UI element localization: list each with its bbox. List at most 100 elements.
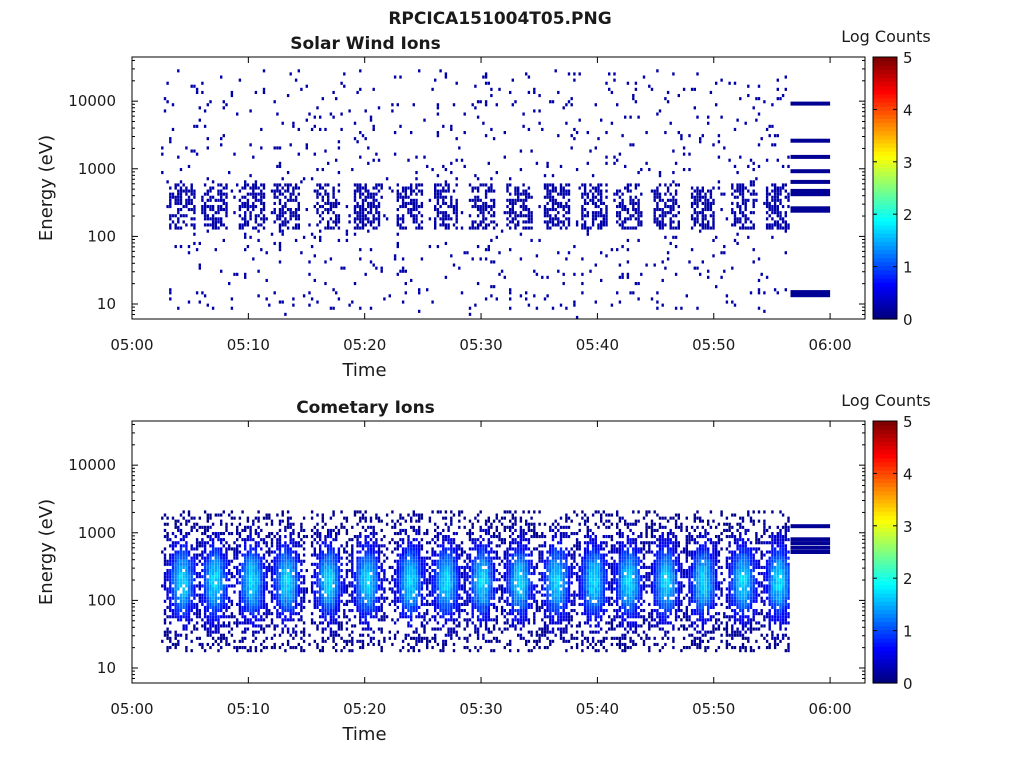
spectrogram-pixel: [669, 192, 672, 196]
spectrogram-pixel: [238, 602, 242, 606]
spectrogram-pixel: [410, 131, 413, 135]
spectrogram-pixel: [415, 562, 418, 566]
spectrogram-pixel: [225, 590, 228, 594]
spectrogram-pixel: [436, 593, 440, 597]
spectrogram-pixel: [784, 183, 787, 187]
colorbar-segment: [873, 192, 897, 197]
spectrogram-pixel: [372, 532, 375, 536]
spectrogram-pixel: [270, 541, 274, 545]
spectrogram-pixel: [605, 81, 608, 85]
spectrogram-pixel: [209, 205, 212, 209]
spectrogram-pixel: [733, 81, 737, 85]
spectrogram-pixel: [313, 115, 316, 119]
spectrogram-pixel: [380, 618, 383, 622]
spectrogram-pixel: [185, 578, 188, 582]
spectrogram-pixel: [589, 149, 592, 153]
spectrogram-pixel: [490, 260, 493, 264]
spectrogram-pixel: [217, 205, 220, 209]
spectrogram-pixel: [573, 137, 576, 141]
spectrogram-pixel: [273, 192, 276, 196]
spectrogram-pixel: [420, 602, 424, 606]
spectrogram-pixel: [393, 578, 397, 582]
spectrogram-pixel: [292, 522, 295, 526]
spectrogram-pixel: [495, 171, 498, 175]
spectrogram-pixel: [664, 214, 667, 218]
spectrogram-pixel: [284, 605, 287, 609]
spectrogram-pixel: [383, 535, 386, 539]
spectrogram-pixel: [428, 556, 432, 560]
spectrogram-pixel: [305, 535, 308, 539]
spectrogram-pixel: [618, 201, 622, 205]
spectrogram-pixel: [434, 226, 437, 230]
spectrogram-pixel: [404, 596, 407, 600]
spectrogram-pixel: [337, 593, 341, 597]
spectrogram-pixel: [276, 538, 279, 542]
spectrogram-pixel: [525, 72, 528, 76]
spectrogram-pixel: [455, 201, 458, 205]
spectrogram-pixel: [444, 547, 448, 551]
spectrogram-pixel: [276, 599, 279, 603]
spectrogram-pixel: [364, 272, 367, 276]
spectrogram-pixel: [340, 581, 343, 585]
spectrogram-pixel: [252, 556, 255, 560]
spectrogram-pixel: [222, 538, 225, 542]
spectrogram-pixel: [166, 630, 169, 634]
spectrogram-pixel: [343, 72, 346, 76]
spectrogram-pixel: [752, 168, 755, 172]
spectrogram-pixel: [450, 630, 453, 634]
spectrogram-pixel: [203, 217, 207, 221]
spectrogram-pixel: [369, 550, 373, 554]
spectrogram-pixel: [337, 581, 341, 585]
spectrogram-pixel: [517, 223, 520, 227]
spectrogram-pixel: [605, 155, 608, 159]
spectrogram-pixel: [348, 303, 351, 307]
colorbar-segment: [873, 196, 897, 201]
spectrogram-pixel: [468, 226, 472, 230]
spectrogram-pixel: [316, 189, 319, 193]
spectrogram-pixel: [171, 192, 175, 196]
spectrogram-pixel: [171, 609, 175, 613]
spectrogram-pixel: [324, 183, 327, 187]
spectrogram-pixel: [177, 220, 180, 224]
spectrogram-pixel: [372, 528, 375, 532]
spectrogram-pixel: [434, 584, 437, 588]
spectrogram-pixel: [404, 519, 407, 523]
spectrogram-pixel: [757, 112, 761, 116]
spectrogram-pixel: [383, 572, 386, 576]
spectrogram-pixel: [195, 605, 199, 609]
spectrogram-pixel: [254, 630, 258, 634]
spectrogram-pixel: [733, 164, 737, 168]
spectrogram-pixel: [629, 115, 632, 119]
spectrogram-pixel: [415, 636, 418, 640]
spectrogram-pixel: [198, 599, 201, 603]
spectrogram-pixel: [418, 291, 421, 295]
colorbar-segment: [873, 257, 897, 263]
spectrogram-pixel: [206, 593, 209, 597]
spectrogram-pixel: [434, 633, 437, 637]
spectrogram-pixel: [546, 183, 549, 187]
spectrogram-pixel: [257, 229, 260, 233]
spectrogram-pixel: [434, 528, 437, 532]
spectrogram-pixel: [276, 186, 279, 190]
spectrogram-pixel: [187, 605, 191, 609]
spectrogram-pixel: [329, 618, 333, 622]
spectrogram-pixel: [509, 211, 512, 215]
spectrogram-pixel: [292, 559, 295, 563]
spectrogram-pixel: [367, 205, 370, 209]
spectrogram-pixel: [193, 205, 196, 209]
spectrogram-pixel: [294, 593, 298, 597]
spectrogram-pixel: [324, 572, 327, 576]
spectrogram-pixel: [185, 615, 188, 619]
spectrogram-pixel: [367, 621, 370, 625]
spectrogram-pixel: [265, 581, 268, 585]
spectrogram-pixel: [779, 217, 782, 221]
spectrogram-pixel: [217, 581, 220, 585]
spectrogram-pixel: [618, 275, 622, 279]
spectrogram-pixel: [252, 208, 255, 212]
spectrogram-pixel: [246, 208, 250, 212]
spectrogram-pixel: [669, 208, 672, 212]
spectrogram-pixel: [182, 599, 185, 603]
spectrogram-pixel: [163, 97, 167, 101]
colorbar-frame: [872, 56, 898, 320]
spectrogram-pixel: [294, 226, 298, 230]
